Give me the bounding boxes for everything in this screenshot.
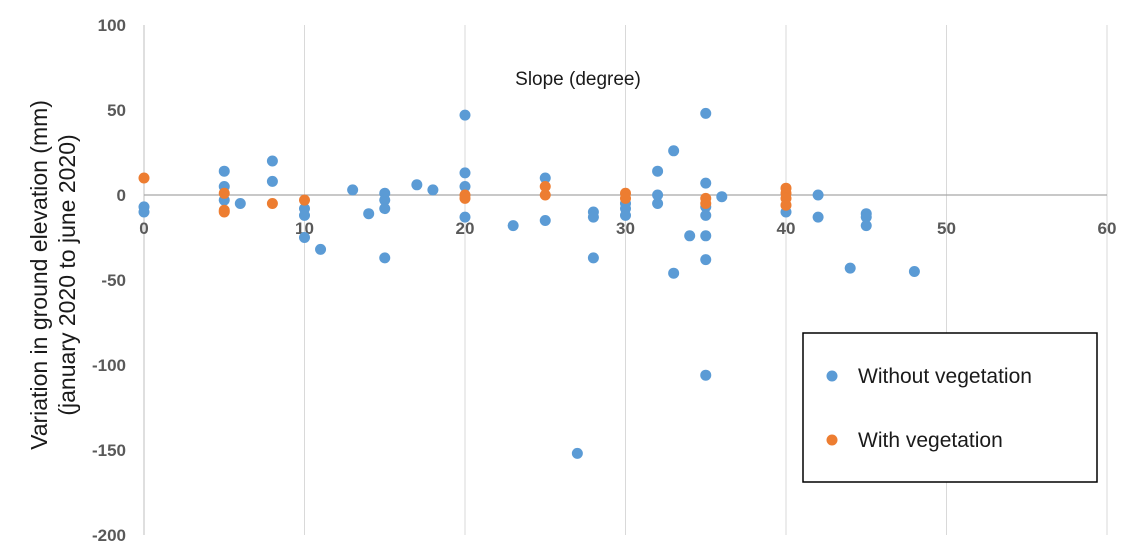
point-with-vegetation [219,188,230,199]
point-without-vegetation [379,252,390,263]
point-without-vegetation [315,244,326,255]
point-without-vegetation [588,212,599,223]
point-without-vegetation [267,156,278,167]
point-without-vegetation [460,110,471,121]
point-without-vegetation [700,108,711,119]
x-tick-label: 0 [139,219,148,238]
y-tick-label: 50 [107,101,126,120]
point-without-vegetation [813,190,824,201]
y-tick-labels: 100 50 0 -50 -100 -150 -200 [92,16,126,545]
y-tick-label: -150 [92,441,126,460]
point-without-vegetation [347,184,358,195]
x-axis-title: Slope (degree) [515,69,641,90]
point-without-vegetation [379,203,390,214]
x-tick-labels: 0 10 20 30 40 50 60 [139,219,1116,238]
point-without-vegetation [588,252,599,263]
point-with-vegetation [540,190,551,201]
point-without-vegetation [299,210,310,221]
point-with-vegetation [139,173,150,184]
point-without-vegetation [460,212,471,223]
point-without-vegetation [700,370,711,381]
point-without-vegetation [909,266,920,277]
point-without-vegetation [700,178,711,189]
point-with-vegetation [460,193,471,204]
point-without-vegetation [620,210,631,221]
point-without-vegetation [299,232,310,243]
point-without-vegetation [700,210,711,221]
point-with-vegetation [219,207,230,218]
legend-marker-with-vegetation [827,435,838,446]
point-without-vegetation [716,191,727,202]
point-without-vegetation [427,184,438,195]
point-without-vegetation [411,179,422,190]
x-tick-label: 50 [937,219,956,238]
legend-label-without-vegetation: Without vegetation [858,365,1032,388]
point-without-vegetation [508,220,519,231]
legend-label-with-vegetation: With vegetation [858,429,1003,452]
point-without-vegetation [861,220,872,231]
legend-marker-without-vegetation [827,371,838,382]
y-tick-label: -50 [101,271,126,290]
point-without-vegetation [139,207,150,218]
point-without-vegetation [363,208,374,219]
x-tick-label: 60 [1098,219,1117,238]
point-without-vegetation [540,215,551,226]
y-tick-label: -200 [92,526,126,545]
point-without-vegetation [668,145,679,156]
point-without-vegetation [700,230,711,241]
point-without-vegetation [460,167,471,178]
y-tick-label: -100 [92,356,126,375]
point-with-vegetation [700,198,711,209]
point-with-vegetation [299,195,310,206]
legend: Without vegetation With vegetation [803,333,1097,482]
point-without-vegetation [219,166,230,177]
legend-box [803,333,1097,482]
point-without-vegetation [813,212,824,223]
y-axis-title-line-1: Variation in ground elevation (mm) [26,100,52,450]
x-tick-label: 30 [616,219,635,238]
y-axis-title-line-2: (january 2020 to june 2020) [54,134,80,415]
point-without-vegetation [845,263,856,274]
y-tick-label: 0 [117,186,126,205]
point-without-vegetation [572,448,583,459]
point-without-vegetation [700,254,711,265]
point-without-vegetation [267,176,278,187]
point-with-vegetation [267,198,278,209]
y-tick-label: 100 [98,16,126,35]
x-tick-label: 40 [777,219,796,238]
point-without-vegetation [684,230,695,241]
point-with-vegetation [781,200,792,211]
point-without-vegetation [652,198,663,209]
point-without-vegetation [652,166,663,177]
y-axis-title: Variation in ground elevation (mm) (janu… [26,100,80,450]
point-without-vegetation [668,268,679,279]
point-without-vegetation [235,198,246,209]
point-with-vegetation [620,193,631,204]
